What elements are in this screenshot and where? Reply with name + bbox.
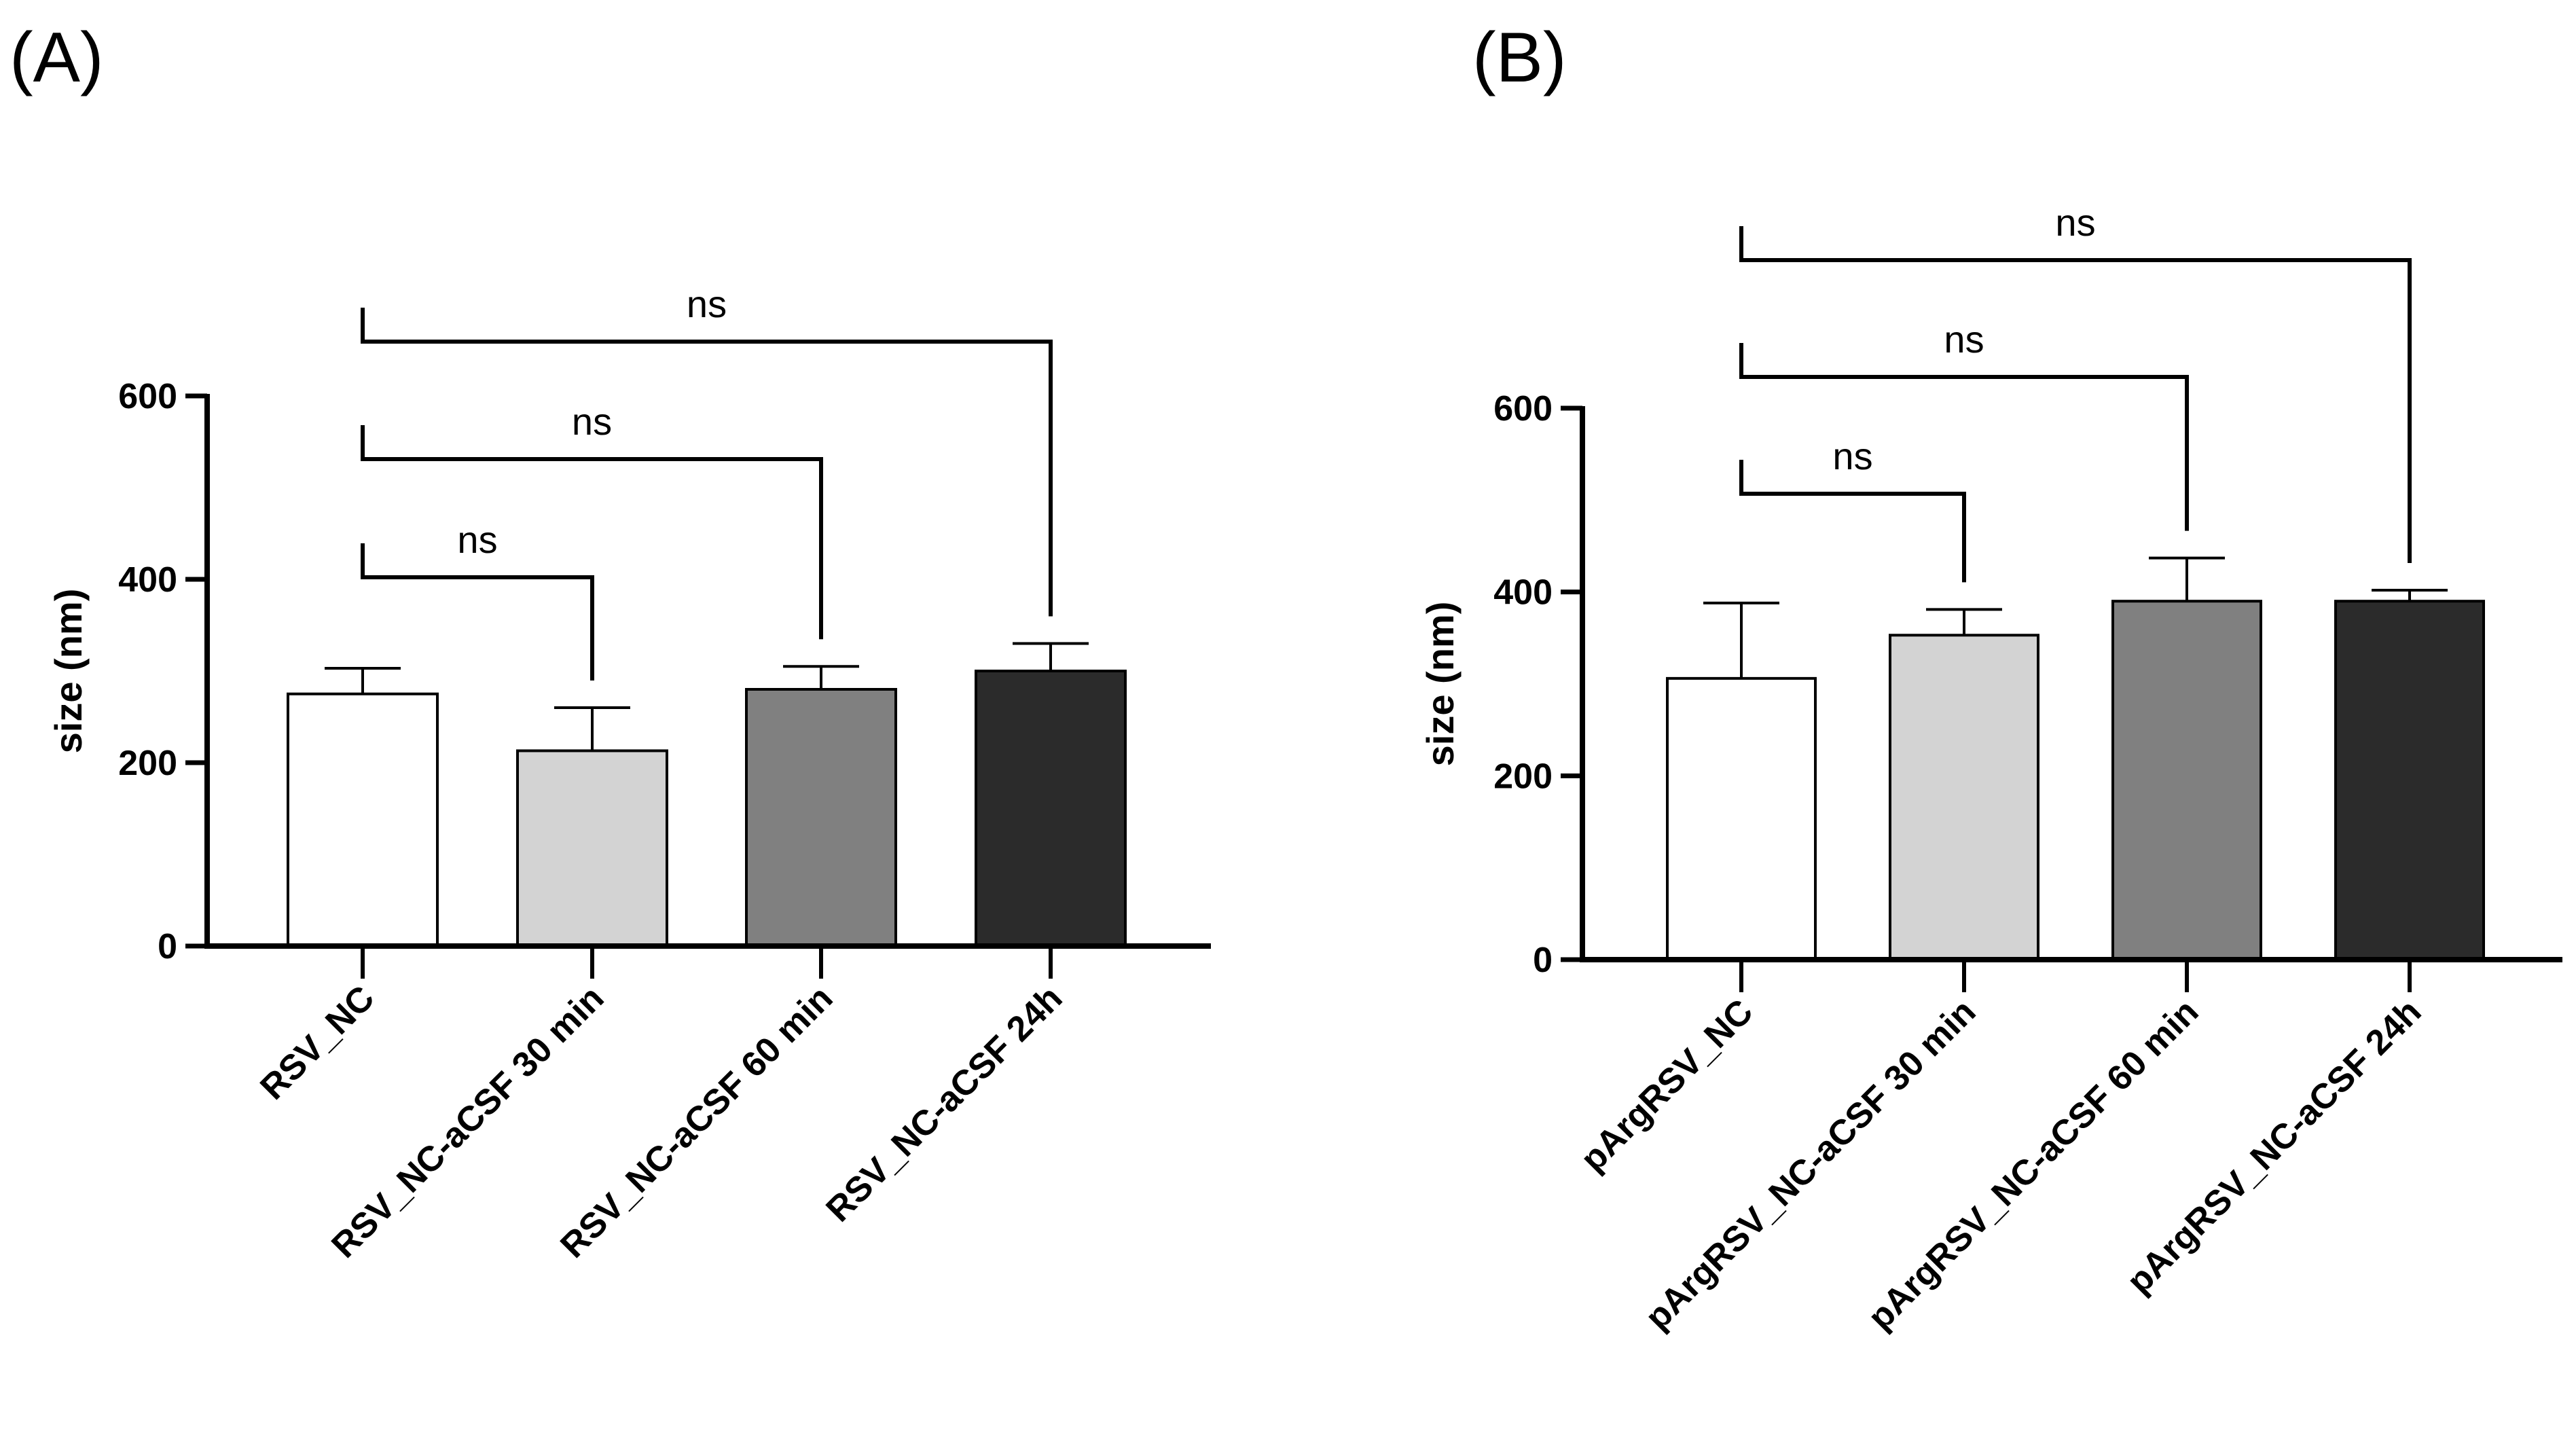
significance-label: ns [687,283,727,325]
y-axis-title: size (nm) [47,589,90,754]
y-axis-title: size (nm) [1419,602,1462,767]
bar [2334,600,2485,961]
panel-label: (A) [10,18,104,97]
significance-bracket [361,308,1053,617]
x-tick-label: RSV_NC [253,978,382,1107]
significance-bracket [361,543,594,681]
significance-label: ns [2055,201,2095,244]
x-tick-label: pArgRSV_NC [1574,992,1761,1179]
significance-label: ns [1832,435,1872,477]
significance-label: ns [457,518,497,561]
x-tick-label: RSV_NC-aCSF 24h [819,978,1070,1229]
significance-bracket [361,425,823,640]
panel-label: (B) [1472,18,1567,97]
y-tick-label: 600 [118,377,177,416]
significance-label: ns [1944,318,1984,361]
bar [2111,600,2262,961]
bar [745,688,897,947]
significance-bracket [1739,343,2189,531]
y-tick-label: 0 [158,927,177,966]
bar [975,670,1127,947]
bar [1889,634,2039,961]
y-tick-label: 600 [1493,389,1553,429]
y-tick-label: 400 [118,560,177,600]
significance-bracket [1739,460,1966,583]
chart-panel-a: (A) 0 200 400 600 size (nm) RSV_NC RSV_NC-aCSF… [10,18,1211,1266]
bar [516,749,668,947]
bar [1666,676,1817,961]
significance-label: ns [572,400,612,443]
y-tick-label: 400 [1493,573,1553,613]
y-tick-label: 200 [118,744,177,783]
bar [287,692,439,947]
significance-bracket [1739,226,2412,563]
y-tick-label: 200 [1493,757,1553,796]
y-tick-label: 0 [1533,941,1553,980]
